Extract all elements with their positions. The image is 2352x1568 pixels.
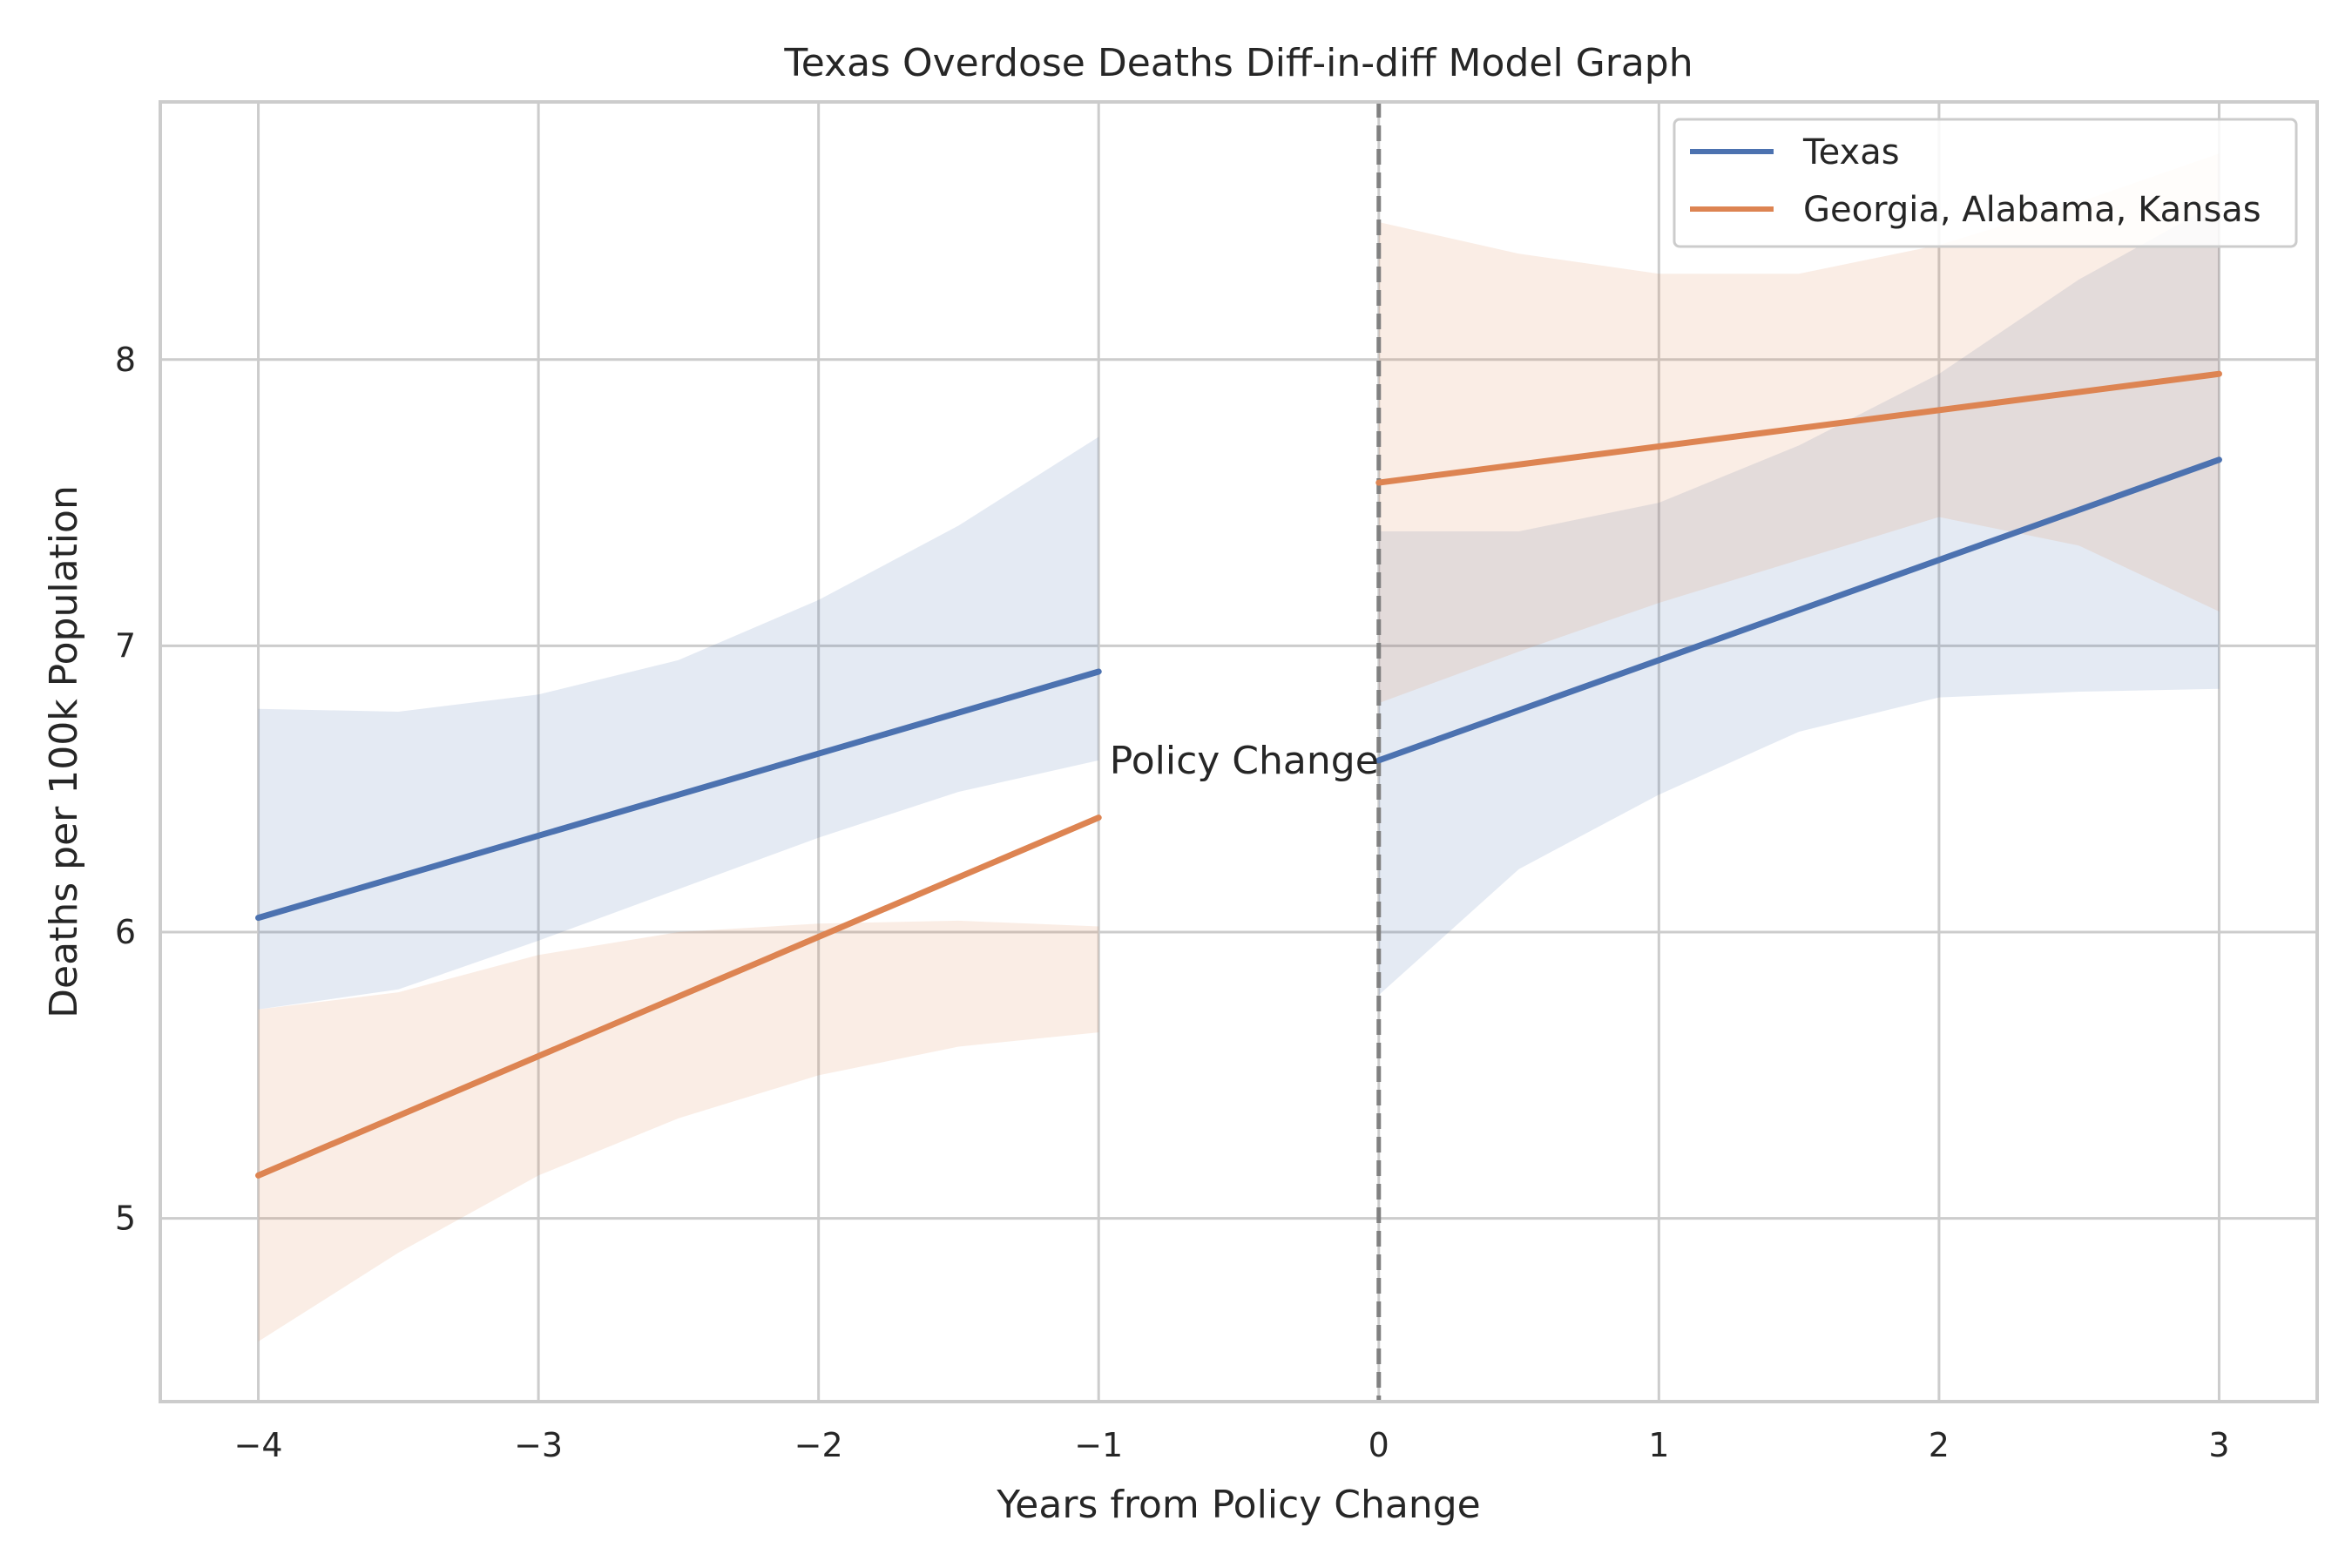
legend: Texas Georgia, Alabama, Kansas [1673,118,2298,248]
legend-box [1673,118,2298,248]
series-lines [255,102,2222,1402]
confidence-band-comparison-pre [258,920,1099,1342]
y-tick-labels: 5 6 7 8 [115,341,136,1238]
y-tick-label: 7 [115,626,136,665]
plot-frame [159,100,2319,1403]
series-line-comparison-post [1375,370,2222,486]
legend-label-comparison: Georgia, Alabama, Kansas [1803,190,2261,230]
y-axis-title: Deaths per 100k Population [42,485,86,1018]
chart-title: Texas Overdose Deaths Diff-in-diff Model… [783,41,1693,85]
series-line-comparison-pre [255,814,1102,1179]
x-tick-label: 3 [2208,1426,2229,1464]
confidence-band-texas-pre [258,436,1099,1010]
series-line-texas-post [1375,456,2222,764]
x-tick-label: 1 [1648,1426,1669,1464]
x-tick-label: −4 [234,1426,283,1464]
x-tick-label: 2 [1929,1426,1950,1464]
x-tick-label: −1 [1074,1426,1123,1464]
y-tick-label: 8 [115,341,136,379]
x-tick-label: −3 [514,1426,563,1464]
series-line-texas-pre [255,668,1102,922]
x-tick-label: −2 [794,1426,843,1464]
x-tick-label: 0 [1369,1426,1389,1464]
y-tick-label: 5 [115,1200,136,1238]
policy-change-annotation: Policy Change [1110,739,1379,783]
x-axis-title: Years from Policy Change [996,1483,1480,1527]
y-tick-label: 6 [115,913,136,951]
legend-label-texas: Texas [1802,132,1900,172]
x-tick-labels: −4 −3 −2 −1 0 1 2 3 [234,1426,2230,1464]
